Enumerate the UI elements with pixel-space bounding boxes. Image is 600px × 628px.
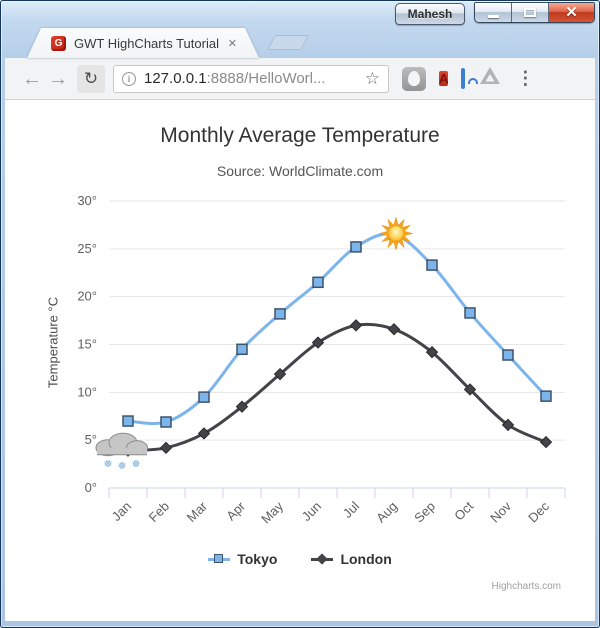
browser-toolbar: ← → ↻ i 127.0.0.1:8888/HelloWorl... ☆ A … [5,58,595,100]
url-text: 127.0.0.1:8888/HelloWorl... [144,70,326,87]
tokyo-point[interactable] [540,390,552,402]
tokyo-point[interactable] [236,343,248,356]
x-axis-label: Jan [109,499,134,524]
x-axis-label: Jun [299,499,324,524]
london-point[interactable] [235,400,249,413]
chrome-profile-button[interactable]: Mahesh [395,3,465,25]
minimize-button[interactable] [475,3,512,22]
y-axis-label: 5° [85,432,97,447]
london-point[interactable] [349,319,363,332]
y-axis-label: 0° [85,480,97,495]
x-axis-label: Sep [411,499,438,526]
x-axis-label: Aug [373,499,400,526]
sun-icon [378,216,414,251]
chart-plot-area: 0° 5° 10° 15° 20° 25° 30° Jan Feb Mar Apr May Jun Jul… [77,193,566,526]
london-series-line[interactable] [126,322,548,453]
london-point[interactable] [539,435,553,449]
snowflake-icon: ❅ [117,461,126,473]
forward-icon[interactable]: → [48,67,68,90]
sun-core [387,224,405,242]
window-controls: ✕ [474,2,595,23]
london-point[interactable] [273,367,287,381]
tokyo-point[interactable] [274,308,286,320]
snowflake-icon: ❅ [103,459,112,471]
cloud-base [97,447,147,455]
window-titlebar: Mahesh ✕ [1,1,599,26]
x-axis-label: May [258,498,286,526]
snowflake-icon: ❅ [131,459,140,471]
london-point[interactable] [463,383,477,396]
london-point[interactable] [425,345,439,359]
tab-gwt-highcharts[interactable]: G GWT HighCharts Tutorial ✕ [27,28,259,58]
tokyo-point[interactable] [122,415,134,427]
chart-title: Monthly Average Temperature [160,124,440,147]
back-icon[interactable]: ← [22,67,42,90]
y-axis-label: 10° [77,384,97,399]
page-info-icon[interactable]: i [122,71,136,86]
tab-close-icon[interactable]: ✕ [227,37,237,50]
bookmark-star-icon[interactable]: ☆ [364,69,380,88]
maximize-icon [524,8,536,17]
close-icon: ✕ [565,4,578,21]
london-point[interactable] [197,427,211,440]
london-point[interactable] [159,441,173,455]
minimize-icon [487,15,499,18]
london-point[interactable] [501,418,515,432]
london-point[interactable] [311,336,325,349]
tokyo-point[interactable] [312,276,324,289]
drive-extension-icon[interactable] [478,64,502,93]
tokyo-point[interactable] [350,241,362,253]
x-axis-label: Oct [451,498,476,523]
x-axis-label: Apr [223,498,248,523]
x-axis-label: Mar [184,498,211,525]
new-tab-button[interactable] [267,35,309,50]
shield-extension-icon[interactable] [402,66,426,91]
tokyo-series-line[interactable] [126,232,548,426]
media-extension-icon[interactable] [461,67,479,89]
x-axis-label: Feb [146,499,172,525]
x-axis-label: Jul [340,498,362,520]
browser-menu-icon[interactable]: ⋮ [516,68,535,88]
reload-icon[interactable]: ↻ [77,64,105,93]
tab-strip: G GWT HighCharts Tutorial ✕ [5,26,595,58]
tokyo-square-icon [208,553,231,565]
maximize-button[interactable] [512,3,549,22]
y-axis-title: Temperature °C [45,296,61,389]
x-axis-label: Nov [487,498,514,525]
y-axis-label: 25° [77,241,97,256]
tokyo-point[interactable] [502,349,514,361]
x-axis-label: Dec [525,498,552,525]
tokyo-point[interactable] [160,416,172,428]
close-button[interactable]: ✕ [549,3,594,22]
page-content: 0° 5° 10° 15° 20° 25° 30° Jan Feb Mar Apr May Jun Jul… [5,100,595,621]
chart-subtitle: Source: WorldClimate.com [216,163,384,179]
legend-label-london: London [340,551,392,567]
highcharts-credits[interactable]: Highcharts.com [491,581,561,592]
tokyo-point[interactable] [426,259,438,271]
tab-favicon: G [51,36,66,51]
legend-item-london[interactable]: London [311,551,392,567]
tokyo-point[interactable] [464,307,476,319]
address-bar[interactable]: i 127.0.0.1:8888/HelloWorl... ☆ [113,64,389,93]
browser-client-area: G GWT HighCharts Tutorial ✕ ← → ↻ i 127.… [5,26,595,621]
tab-title: GWT HighCharts Tutorial [74,35,219,51]
chart-legend: Tokyo London [5,551,595,567]
tokyo-point[interactable] [198,391,210,403]
y-axis-label: 20° [77,289,97,304]
legend-label-tokyo: Tokyo [237,551,278,567]
snow-cloud-icon: ❅ ❅ ❅ [95,432,148,473]
london-diamond-icon [311,553,334,565]
london-point[interactable] [387,322,401,336]
y-axis-label: 30° [77,193,97,208]
dictionary-extension-icon[interactable]: A [439,70,449,86]
legend-item-tokyo[interactable]: Tokyo [208,551,277,567]
y-axis-label: 15° [77,337,97,352]
